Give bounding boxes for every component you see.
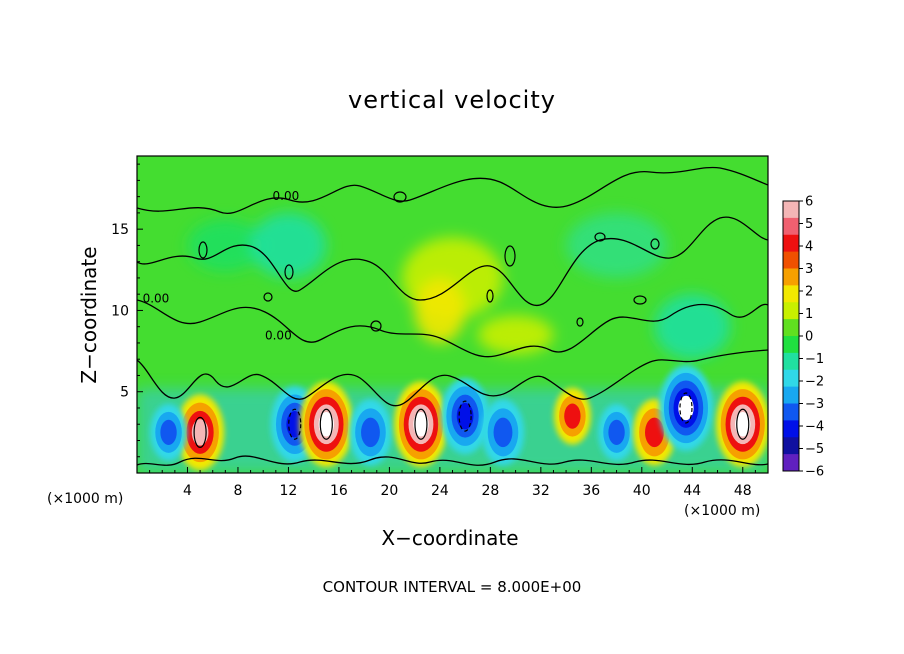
colorbar-swatch-3 bbox=[783, 251, 799, 269]
x-ticks: 4 8 12 16 20 24 28 32 36 40 44 48 bbox=[149, 467, 756, 499]
field-shade-5 bbox=[654, 294, 731, 360]
colorbar-label-9: −3 bbox=[805, 397, 824, 412]
field-shade-6 bbox=[477, 315, 554, 355]
zero-contour-4 bbox=[137, 455, 768, 466]
field-shade-4 bbox=[566, 212, 668, 278]
cell-contour-1 bbox=[288, 408, 302, 440]
closed-contour-3 bbox=[594, 232, 606, 242]
updraft-cell-3 bbox=[299, 381, 354, 468]
y-tick-label-10: 10 bbox=[111, 303, 129, 319]
closed-contour-8 bbox=[504, 245, 516, 267]
downdraft-cell-1 bbox=[150, 403, 187, 461]
contour-label-2: 0.00 bbox=[273, 189, 300, 203]
x-tick-label-24: 24 bbox=[431, 483, 449, 499]
colorbar-label-2: 4 bbox=[805, 240, 813, 255]
cell-contour-4 bbox=[458, 400, 472, 432]
colorbar-label-1: 5 bbox=[805, 217, 813, 232]
closed-contour-5 bbox=[263, 292, 273, 302]
x-tick-label-16: 16 bbox=[330, 483, 348, 499]
colorbar-swatch-6 bbox=[783, 302, 799, 320]
closed-contour-0 bbox=[198, 241, 208, 259]
closed-contour-4 bbox=[650, 238, 660, 250]
contour-lines: 0.00 0.00 0.00 bbox=[137, 166, 768, 466]
colorbar-swatch-7 bbox=[783, 319, 799, 337]
colorbar-swatch-14 bbox=[783, 437, 799, 455]
field-shade-1 bbox=[414, 277, 466, 343]
contour-interval-note: CONTOUR INTERVAL = 8.000E+00 bbox=[322, 578, 582, 596]
downdraft-cell-9 bbox=[598, 403, 635, 461]
colorbar-label-4: 2 bbox=[805, 285, 813, 300]
closed-contour-7 bbox=[633, 295, 647, 305]
x-tick-label-32: 32 bbox=[532, 483, 550, 499]
updraft-cell-8 bbox=[553, 387, 591, 445]
zero-contour-2 bbox=[137, 299, 768, 358]
colorbar-label-12: −6 bbox=[805, 465, 824, 480]
closed-contour-2 bbox=[393, 191, 407, 203]
x-unit-left: (×1000 m) bbox=[47, 491, 124, 507]
field-shade-3 bbox=[250, 212, 327, 278]
cell-contour-3 bbox=[414, 408, 428, 440]
downdraft-cell-11 bbox=[659, 365, 713, 451]
colorbar-swatch-1 bbox=[783, 217, 799, 236]
y-tick-label-5: 5 bbox=[120, 385, 129, 401]
x-unit-right: (×1000 m) bbox=[684, 503, 761, 519]
contour-label-0: 0.00 bbox=[143, 291, 170, 305]
x-tick-label-36: 36 bbox=[582, 483, 600, 499]
colorbar-swatch-12 bbox=[783, 403, 799, 421]
downdraft-cell-4 bbox=[349, 399, 392, 466]
colorbar-swatch-9 bbox=[783, 352, 799, 371]
y-ticks: 5 10 15 bbox=[111, 163, 143, 458]
downdraft-cell-6 bbox=[441, 378, 490, 455]
cell-contour-2 bbox=[319, 408, 333, 440]
x-tick-label-28: 28 bbox=[481, 483, 499, 499]
x-tick-label-40: 40 bbox=[633, 483, 651, 499]
closed-contour-9 bbox=[486, 289, 494, 303]
colorbar-label-10: −4 bbox=[805, 420, 824, 435]
colorbar-label-6: 0 bbox=[805, 330, 813, 345]
closed-contour-1 bbox=[284, 264, 294, 280]
colorbar-swatch-15 bbox=[783, 454, 799, 472]
colorbar-label-0: 6 bbox=[805, 195, 813, 210]
zero-contour-3 bbox=[137, 349, 768, 407]
colorbar-swatch-8 bbox=[783, 336, 799, 354]
zero-contour-1 bbox=[137, 216, 768, 306]
x-tick-label-8: 8 bbox=[233, 483, 242, 499]
closed-contour-6 bbox=[370, 320, 382, 332]
zero-contour-0 bbox=[137, 166, 768, 214]
x-tick-label-20: 20 bbox=[380, 483, 398, 499]
x-tick-label-4: 4 bbox=[183, 483, 192, 499]
cell-contour-6 bbox=[736, 408, 750, 440]
colorbar: 6 5 4 3 2 1 0 −1 −2 −3 −4 −5 −6 bbox=[782, 195, 824, 480]
colorbar-label-8: −2 bbox=[805, 375, 824, 390]
chart-title: vertical velocity bbox=[348, 86, 556, 114]
updraft-cell-5 bbox=[394, 381, 448, 468]
colorbar-swatch-13 bbox=[783, 420, 799, 438]
colorbar-label-11: −5 bbox=[805, 442, 824, 457]
x-tick-label-12: 12 bbox=[280, 483, 298, 499]
y-tick-label-15: 15 bbox=[111, 222, 129, 238]
updraft-cell-0 bbox=[176, 394, 225, 471]
x-axis-label: X−coordinate bbox=[381, 526, 519, 550]
colorbar-swatch-0 bbox=[783, 201, 799, 219]
velocity-field bbox=[137, 156, 768, 473]
colorbar-swatch-4 bbox=[783, 268, 799, 286]
downdraft-cell-7 bbox=[481, 399, 525, 466]
x-tick-label-48: 48 bbox=[734, 483, 752, 499]
colorbar-swatch-11 bbox=[783, 386, 799, 404]
colorbar-swatch-2 bbox=[783, 234, 799, 253]
colorbar-swatch-5 bbox=[783, 285, 799, 303]
x-tick-label-44: 44 bbox=[683, 483, 701, 499]
colorbar-label-7: −1 bbox=[805, 352, 824, 367]
colorbar-label-3: 3 bbox=[805, 262, 813, 277]
updraft-cell-12 bbox=[715, 381, 768, 468]
colorbar-swatch-10 bbox=[783, 369, 799, 388]
cell-contour-5 bbox=[679, 392, 693, 424]
cell-contour-0 bbox=[193, 416, 207, 448]
contour-label-1: 0.00 bbox=[265, 329, 292, 343]
closed-contour-10 bbox=[576, 317, 584, 327]
colorbar-label-5: 1 bbox=[805, 307, 813, 322]
